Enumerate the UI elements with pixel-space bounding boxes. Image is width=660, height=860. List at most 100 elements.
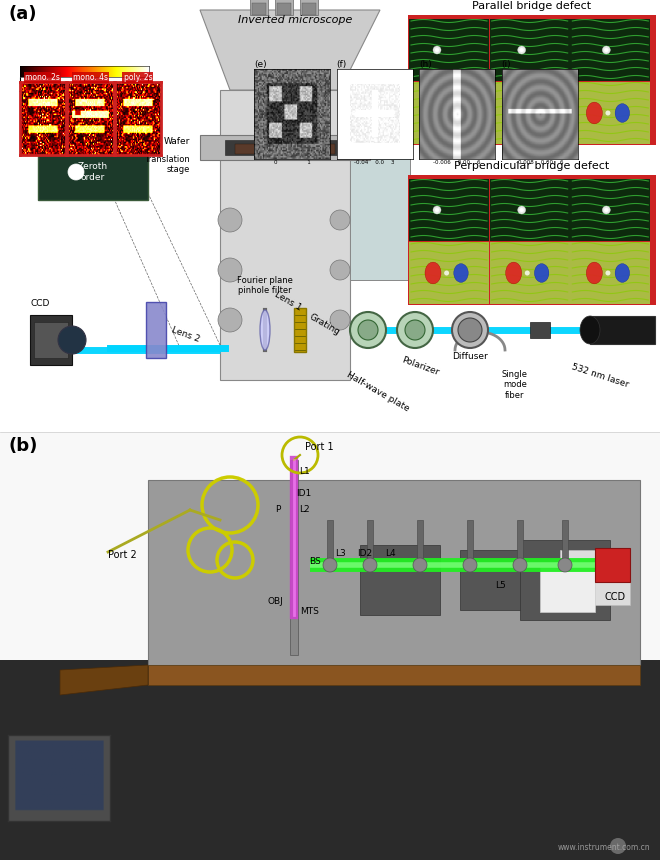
Text: CCD: CCD [605, 592, 626, 602]
Bar [277, 3, 291, 15]
Text: (i): (i) [502, 59, 512, 69]
Text: Port 1: Port 1 [305, 442, 333, 452]
Circle shape [68, 164, 84, 180]
Polygon shape [60, 665, 148, 695]
Bar [275, 0, 293, 15]
Bar [350, 100, 410, 280]
Bar [570, 82, 650, 144]
Bar [467, 520, 473, 560]
Bar [595, 548, 630, 582]
Text: Positive
first
order: Positive first order [75, 128, 110, 157]
Text: Grating: Grating [308, 312, 342, 337]
Circle shape [525, 271, 530, 275]
Text: CCD: CCD [30, 299, 50, 308]
Text: Diffuser: Diffuser [452, 352, 488, 361]
Bar [517, 520, 523, 560]
Bar [30, 315, 72, 365]
Bar [530, 322, 550, 338]
Bar [367, 520, 373, 560]
Circle shape [519, 48, 523, 52]
Circle shape [463, 558, 477, 572]
Bar [490, 82, 570, 144]
Circle shape [330, 210, 350, 230]
Text: (f): (f) [337, 59, 347, 69]
Text: Fourier plane
pinhole filter: Fourier plane pinhole filter [237, 275, 293, 295]
Polygon shape [148, 480, 640, 665]
Circle shape [363, 558, 377, 572]
Bar [409, 179, 489, 241]
Circle shape [605, 271, 610, 275]
Circle shape [435, 48, 439, 52]
Bar [34, 322, 68, 358]
Bar [409, 242, 489, 304]
Text: L2: L2 [299, 506, 310, 514]
Bar [490, 242, 570, 304]
FancyBboxPatch shape [38, 115, 148, 200]
Circle shape [610, 838, 626, 854]
Text: P: P [275, 506, 280, 514]
Ellipse shape [454, 104, 468, 122]
Ellipse shape [535, 104, 549, 122]
Polygon shape [148, 665, 640, 685]
Text: Perpendicular bridge defect: Perpendicular bridge defect [454, 161, 610, 171]
Bar [252, 3, 266, 15]
Bar [250, 0, 268, 15]
FancyBboxPatch shape [220, 90, 350, 380]
Text: MTS: MTS [300, 607, 319, 617]
Ellipse shape [260, 310, 270, 350]
Ellipse shape [580, 316, 600, 344]
Text: L1: L1 [298, 468, 310, 476]
Circle shape [603, 206, 610, 214]
Text: Inverted microscope: Inverted microscope [238, 15, 352, 25]
Circle shape [433, 206, 441, 214]
Title: mono. 2s: mono. 2s [26, 73, 60, 82]
Bar [0, 660, 660, 860]
Bar [235, 144, 335, 154]
Bar [570, 179, 650, 241]
Title: poly. 2s: poly. 2s [123, 73, 152, 82]
Circle shape [405, 320, 425, 340]
Circle shape [218, 208, 242, 232]
Bar [0, 432, 660, 860]
Text: 532 nm laser: 532 nm laser [570, 362, 630, 389]
Circle shape [413, 558, 427, 572]
Text: Half-wave plate: Half-wave plate [345, 370, 411, 413]
Ellipse shape [586, 262, 603, 284]
Circle shape [517, 46, 525, 54]
FancyBboxPatch shape [200, 135, 370, 160]
Ellipse shape [506, 102, 521, 124]
Bar [560, 550, 630, 605]
Circle shape [433, 46, 441, 54]
Text: ID1: ID1 [296, 488, 312, 497]
Text: Parallel bridge defect: Parallel bridge defect [473, 1, 591, 11]
Circle shape [358, 320, 378, 340]
X-axis label: -0.008    0.00    6: -0.008 0.00 6 [516, 161, 563, 165]
Bar [290, 460, 298, 655]
Text: L5: L5 [494, 580, 506, 589]
Ellipse shape [615, 264, 630, 282]
Bar [302, 3, 316, 15]
Circle shape [605, 110, 610, 115]
Polygon shape [200, 10, 380, 90]
Circle shape [72, 168, 80, 176]
Bar [408, 175, 656, 305]
Bar [409, 82, 489, 144]
Circle shape [558, 558, 572, 572]
Bar [294, 308, 306, 352]
Bar [460, 550, 530, 610]
Text: Lens 2: Lens 2 [170, 326, 201, 344]
Bar [540, 567, 595, 612]
Circle shape [218, 308, 242, 332]
X-axis label: -0.04    0.0    3: -0.04 0.0 3 [354, 161, 395, 165]
Text: (h): (h) [419, 59, 432, 69]
Ellipse shape [586, 102, 603, 124]
Bar [0, 0, 660, 430]
Circle shape [218, 258, 242, 282]
Text: Polarizer: Polarizer [400, 355, 440, 377]
Bar [490, 19, 570, 81]
Circle shape [605, 48, 609, 52]
Circle shape [452, 312, 488, 348]
Circle shape [519, 208, 523, 212]
Text: OBJ: OBJ [267, 598, 283, 606]
Circle shape [350, 312, 386, 348]
